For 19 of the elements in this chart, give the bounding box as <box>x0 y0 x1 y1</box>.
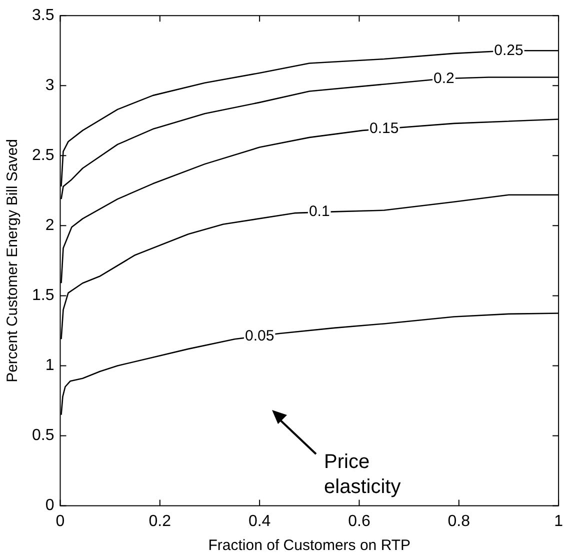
y-tick-label: 3.5 <box>32 7 54 24</box>
y-tick-label: 3 <box>45 77 54 94</box>
annotation: 0.05 <box>244 327 274 344</box>
y-tick-label: 0 <box>45 497 54 514</box>
x-tick-label: 0.2 <box>148 512 172 530</box>
y-tick-label: 2.5 <box>32 147 54 164</box>
annotation: 0.15 <box>370 120 399 138</box>
x-tick-label: 0.4 <box>248 512 271 530</box>
y-tick-label: 0.5 <box>32 427 54 444</box>
annotation: 0.1 <box>308 202 330 220</box>
x-tick-label: 0.6 <box>348 512 370 530</box>
x-tick-label: 1 <box>554 512 564 530</box>
y-tick-label: 1 <box>45 357 54 374</box>
y-axis-title: Percent Customer Energy Bill Saved <box>4 138 22 382</box>
y-tick-label: 2 <box>45 217 54 234</box>
x-axis-title: Fraction of Customers on RTP <box>208 537 411 554</box>
x-tick-label: 0.8 <box>448 512 470 530</box>
y-tick-label: 1.5 <box>32 287 54 304</box>
annotation: Price elasticity <box>324 450 402 500</box>
